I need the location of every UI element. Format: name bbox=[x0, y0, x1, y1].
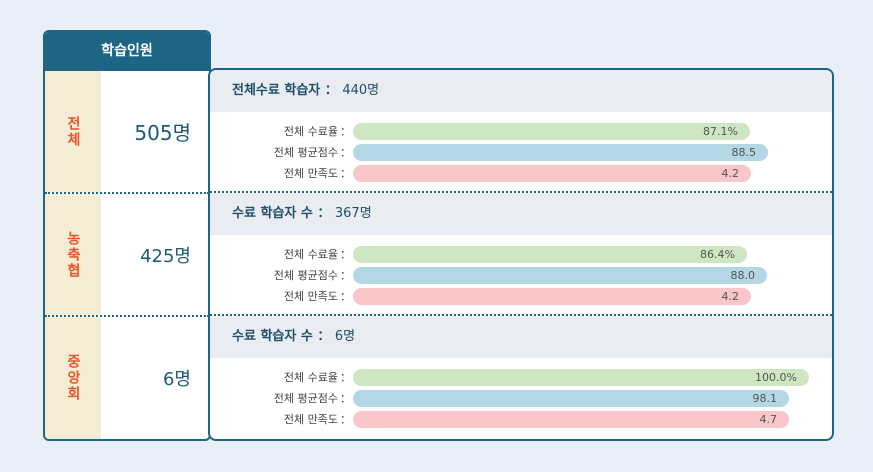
metric-colon: ： bbox=[340, 248, 351, 261]
metric-row: 전체 만족도： 4.2 bbox=[210, 286, 832, 307]
metrics-list: 전체 수료율： 87.1% 전체 평균점수： 88.5 전체 만족도： 4.2 bbox=[210, 112, 832, 184]
metric-colon: ： bbox=[340, 125, 351, 138]
completion-bar: 100.0% bbox=[353, 369, 809, 386]
metric-row: 전체 수료율： 86.4% bbox=[210, 244, 832, 265]
metric-row: 전체 만족도： 4.7 bbox=[210, 409, 832, 430]
metric-colon: ： bbox=[340, 371, 351, 384]
metric-row: 전체 평균점수： 98.1 bbox=[210, 388, 832, 409]
bar-track: 4.2 bbox=[353, 288, 809, 305]
score-bar: 88.0 bbox=[353, 267, 767, 284]
metric-label: 전체 평균점수 bbox=[273, 269, 338, 282]
learners-panel: 학습인원 전체 505명 농축협 425명 중앙회 6명 bbox=[43, 30, 211, 441]
metric-label: 전체 만족도 bbox=[283, 290, 338, 303]
bar-track: 4.7 bbox=[353, 411, 809, 428]
metric-row: 전체 수료율： 87.1% bbox=[210, 121, 832, 142]
metrics-list: 전체 수료율： 100.0% 전체 평균점수： 98.1 전체 만족도： 4.7 bbox=[210, 358, 832, 430]
bar-track: 88.0 bbox=[353, 267, 809, 284]
stats-section-central: 수료 학습자 수 ： 6명 전체 수료율： 100.0% 전체 평균점수： 98.1 전… bbox=[210, 316, 832, 438]
bar-track: 98.1 bbox=[353, 390, 809, 407]
group-count: 505명 bbox=[134, 121, 191, 145]
metric-row: 전체 평균점수： 88.5 bbox=[210, 142, 832, 163]
bar-track: 88.5 bbox=[353, 144, 809, 161]
section-title: 전체수료 학습자 ： bbox=[232, 83, 343, 98]
section-title: 수료 학습자 수 ： bbox=[232, 329, 335, 344]
metric-label: 전체 평균점수 bbox=[273, 392, 338, 405]
completion-bar: 86.4% bbox=[353, 246, 747, 263]
metric-row: 전체 수료율： 100.0% bbox=[210, 367, 832, 388]
metric-label: 전체 수료율 bbox=[283, 125, 338, 138]
metric-label: 전체 수료율 bbox=[283, 371, 338, 384]
satisfaction-bar: 4.2 bbox=[353, 165, 751, 182]
completion-stats-panel: 전체수료 학습자 ： 440명 전체 수료율： 87.1% 전체 평균점수： 88.5… bbox=[208, 68, 834, 441]
learner-group-total: 전체 505명 bbox=[45, 71, 209, 194]
bar-track: 4.2 bbox=[353, 165, 809, 182]
bar-track: 86.4% bbox=[353, 246, 809, 263]
score-bar: 88.5 bbox=[353, 144, 768, 161]
satisfaction-bar: 4.2 bbox=[353, 288, 751, 305]
section-header: 수료 학습자 수 ： 367명 bbox=[210, 193, 832, 235]
stats-section-cooperative: 수료 학습자 수 ： 367명 전체 수료율： 86.4% 전체 평균점수： 88.0… bbox=[210, 193, 832, 316]
metric-colon: ： bbox=[340, 269, 351, 282]
metric-label: 전체 만족도 bbox=[283, 167, 338, 180]
metric-colon: ： bbox=[340, 290, 351, 303]
satisfaction-bar: 4.7 bbox=[353, 411, 789, 428]
group-count: 425명 bbox=[140, 245, 191, 267]
metric-label: 전체 평균점수 bbox=[273, 146, 338, 159]
stats-section-total: 전체수료 학습자 ： 440명 전체 수료율： 87.1% 전체 평균점수： 88.5… bbox=[210, 70, 832, 193]
score-bar: 98.1 bbox=[353, 390, 789, 407]
metric-row: 전체 평균점수： 88.0 bbox=[210, 265, 832, 286]
metric-colon: ： bbox=[340, 413, 351, 426]
learner-group-central: 중앙회 6명 bbox=[45, 317, 209, 439]
metric-row: 전체 만족도： 4.2 bbox=[210, 163, 832, 184]
group-count: 6명 bbox=[162, 369, 191, 390]
group-label: 중앙회 bbox=[45, 317, 101, 439]
group-label: 전체 bbox=[45, 71, 101, 192]
metric-label: 전체 만족도 bbox=[283, 413, 338, 426]
section-title: 수료 학습자 수 ： bbox=[232, 206, 335, 221]
learner-group-cooperative: 농축협 425명 bbox=[45, 194, 209, 317]
metric-label: 전체 수료율 bbox=[283, 248, 338, 261]
learners-header: 학습인원 bbox=[45, 32, 209, 71]
metric-colon: ： bbox=[340, 392, 351, 405]
section-header: 전체수료 학습자 ： 440명 bbox=[210, 70, 832, 112]
section-header: 수료 학습자 수 ： 6명 bbox=[210, 316, 832, 358]
section-count: 440명 bbox=[342, 83, 380, 98]
section-count: 6명 bbox=[334, 329, 356, 344]
bar-track: 100.0% bbox=[353, 369, 809, 386]
bar-track: 87.1% bbox=[353, 123, 809, 140]
section-count: 367명 bbox=[334, 206, 372, 221]
completion-bar: 87.1% bbox=[353, 123, 750, 140]
metric-colon: ： bbox=[340, 146, 351, 159]
metrics-list: 전체 수료율： 86.4% 전체 평균점수： 88.0 전체 만족도： 4.2 bbox=[210, 235, 832, 307]
group-label: 농축협 bbox=[45, 194, 101, 315]
metric-colon: ： bbox=[340, 167, 351, 180]
